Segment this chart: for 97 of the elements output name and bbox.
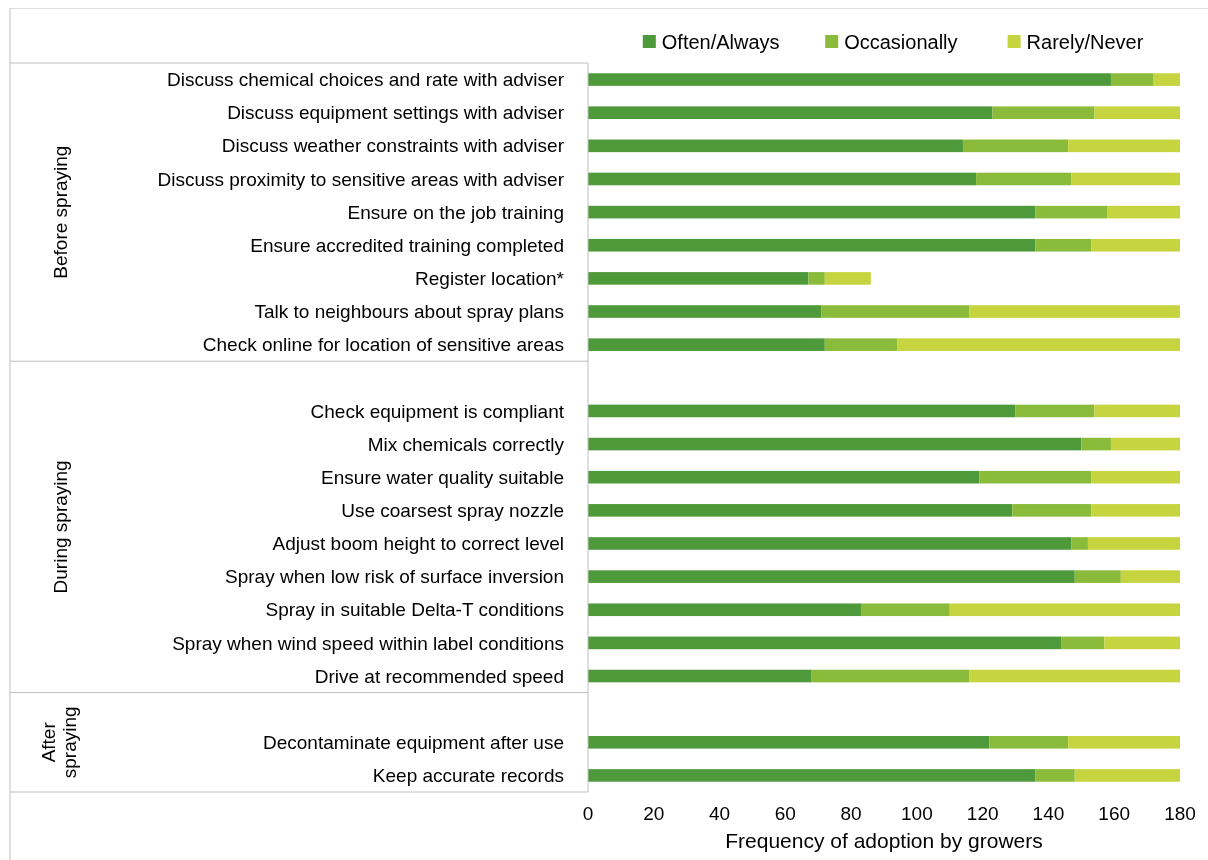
- bar: [1107, 205, 1180, 219]
- y-tick-label: Ensure water quality suitable: [321, 466, 564, 488]
- y-tick-label: Discuss chemical choices and rate with adviser: [166, 69, 565, 91]
- legend-label: Often/Always: [661, 31, 780, 53]
- bar: [1091, 238, 1180, 252]
- bar: [588, 305, 822, 318]
- bar: [808, 272, 825, 285]
- bar: [588, 504, 1013, 517]
- legend-label: Rarely/Never: [1026, 31, 1144, 53]
- y-tick-label: Spray when wind speed within label conditions: [172, 632, 564, 654]
- bar: [1061, 636, 1105, 650]
- bar: [1110, 73, 1154, 86]
- y-tick-label: Discuss weather constraints with adviser: [221, 135, 565, 157]
- bar: [811, 669, 970, 683]
- bar: [1094, 106, 1180, 119]
- y-tick-label: Check online for location of sensitive areas: [202, 334, 564, 356]
- bar: [1035, 205, 1108, 219]
- y-tick-label: Decontaminate equipment after use: [262, 731, 564, 753]
- y-tick-label: Use coarsest spray nozzle: [341, 499, 564, 521]
- bar: [976, 172, 1072, 186]
- bar: [588, 73, 1111, 86]
- bar: [1074, 769, 1180, 782]
- bar: [1091, 504, 1180, 517]
- bar: [588, 338, 825, 351]
- bar: [588, 636, 1062, 650]
- bar: [588, 106, 993, 119]
- bar: [949, 603, 1180, 617]
- bar: [1035, 769, 1075, 782]
- text: After spraying: [37, 706, 80, 779]
- x-tick-label: 20: [643, 803, 665, 824]
- bar: [588, 537, 1072, 550]
- bar: [588, 736, 990, 749]
- bar: [1087, 537, 1180, 550]
- x-tick-label: 100: [901, 803, 933, 824]
- y-tick-label: Mix chemicals correctly: [367, 433, 565, 455]
- bar: [1068, 736, 1180, 749]
- bar: [979, 470, 1092, 484]
- bar: [992, 106, 1095, 119]
- x-tick-label: 0: [582, 803, 594, 824]
- text: During spraying: [49, 460, 71, 594]
- y-tick-label: Ensure on the job training: [347, 201, 564, 223]
- y-tick-label: Adjust boom height to correct level: [272, 533, 564, 555]
- x-tick-label: 180: [1164, 803, 1196, 824]
- y-tick-label: Discuss proximity to sensitive areas with adviser: [157, 168, 565, 190]
- bar: [1071, 537, 1088, 550]
- y-tick-label: Spray when low risk of surface inversion: [225, 566, 564, 588]
- y-tick-label: Spray in suitable Delta-T conditions: [265, 599, 564, 621]
- bar: [1120, 570, 1180, 583]
- bar: [860, 603, 950, 617]
- legend-label: Occasionally: [844, 31, 958, 53]
- y-tick-label: Keep accurate records: [372, 765, 564, 787]
- bar: [1153, 73, 1180, 86]
- bar: [1071, 172, 1180, 186]
- bar: [1015, 404, 1095, 418]
- bar: [989, 736, 1069, 749]
- bar: [962, 139, 1069, 153]
- bar: [969, 669, 1180, 683]
- bar: [1035, 238, 1092, 252]
- bar: [588, 404, 1016, 418]
- bar: [588, 769, 1036, 782]
- bar: [588, 603, 861, 617]
- bar: [588, 272, 809, 285]
- bar: [897, 338, 1180, 351]
- y-tick-label: Discuss equipment settings with adviser: [227, 102, 565, 124]
- bar: [1012, 504, 1092, 517]
- bar: [588, 669, 812, 683]
- y-tick-label: Check equipment is compliant: [310, 400, 565, 422]
- x-tick-label: 60: [774, 803, 796, 824]
- bar: [1091, 470, 1180, 484]
- bar: [1074, 570, 1121, 583]
- x-tick-label: 140: [1032, 803, 1065, 824]
- bar: [969, 305, 1180, 318]
- bar: [1081, 437, 1111, 451]
- x-tick-label: 40: [708, 803, 731, 824]
- x-tick-label: 160: [1098, 803, 1131, 824]
- bar: [588, 205, 1036, 219]
- bar: [588, 139, 963, 153]
- bar: [824, 272, 871, 285]
- x-tick-label: 80: [840, 803, 862, 824]
- bar: [588, 470, 980, 484]
- bar: [588, 437, 1082, 451]
- bar: [588, 238, 1036, 252]
- text: Before spraying: [49, 145, 71, 279]
- y-tick-label: Drive at recommended speed: [314, 665, 564, 687]
- bar: [824, 338, 898, 351]
- bar: [588, 172, 977, 186]
- y-tick-label: Register location*: [415, 268, 565, 290]
- bar: [1110, 437, 1180, 451]
- bar: [1104, 636, 1180, 650]
- bar: [1068, 139, 1180, 153]
- bar: [588, 570, 1075, 583]
- x-tick-label: 120: [966, 803, 999, 824]
- y-tick-label: Ensure accredited training completed: [250, 234, 564, 256]
- bar: [821, 305, 970, 318]
- x-axis-title: Frequency of adoption by growers: [725, 829, 1043, 852]
- bar: [1094, 404, 1180, 418]
- y-tick-label: Talk to neighbours about spray plans: [254, 301, 564, 323]
